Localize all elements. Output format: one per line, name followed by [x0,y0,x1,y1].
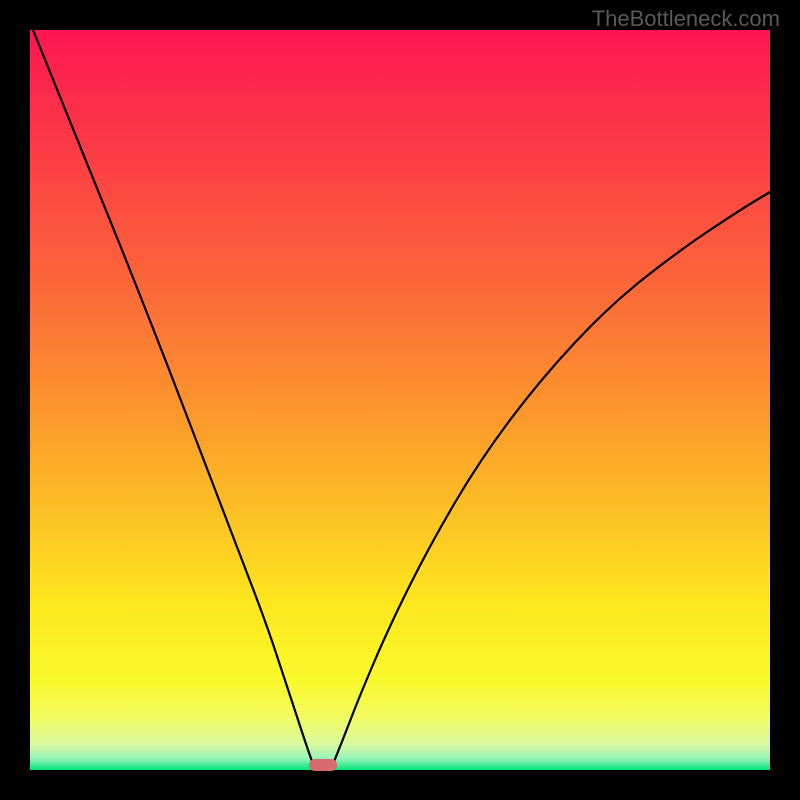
curve-right-branch [333,192,770,764]
curve-left-branch [33,30,313,764]
minimum-marker [309,759,337,771]
watermark-text: TheBottleneck.com [592,6,780,32]
curve-svg [30,30,770,770]
plot-gradient-area [30,30,770,770]
